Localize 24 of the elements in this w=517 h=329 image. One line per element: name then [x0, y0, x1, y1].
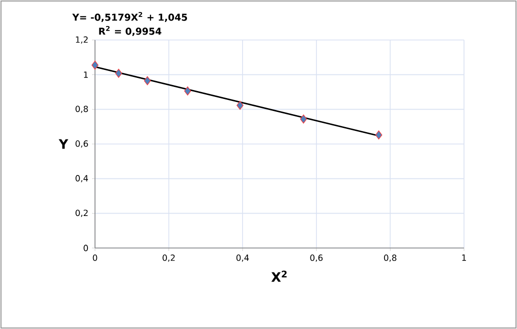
point [144, 76, 151, 86]
text: Y= -0,5179X$^{2}$ + 1,045 [72, 12, 188, 22]
y-tick-label: 0,2 [76, 210, 88, 217]
x-tick-label: 0 [92, 254, 98, 261]
point [184, 86, 192, 96]
x-axis-title: X$^{2}$ [271, 270, 287, 282]
point [115, 68, 122, 78]
point [300, 114, 307, 124]
x-tick-label: 0,4 [236, 254, 249, 262]
y-tick-label: 0,4 [76, 175, 88, 182]
point [375, 130, 382, 140]
y-tick-label: 0 [84, 244, 88, 252]
x-tick-label: 1 [462, 254, 466, 261]
y-tick-label: 1 [84, 72, 88, 78]
y-tick-label: 0,6 [76, 140, 88, 148]
x-tick-label: 0,6 [310, 254, 323, 262]
y-tick-label: 1,2 [76, 36, 88, 44]
x-tick-label: 0,8 [384, 254, 396, 262]
text: R$^{2}$ = 0,9954 [99, 26, 162, 36]
y-axis-title: Y [58, 139, 68, 149]
x-tick-label: 0,2 [162, 254, 175, 262]
point [92, 60, 98, 70]
point [236, 100, 244, 110]
y-tick-label: 0,8 [76, 106, 88, 113]
